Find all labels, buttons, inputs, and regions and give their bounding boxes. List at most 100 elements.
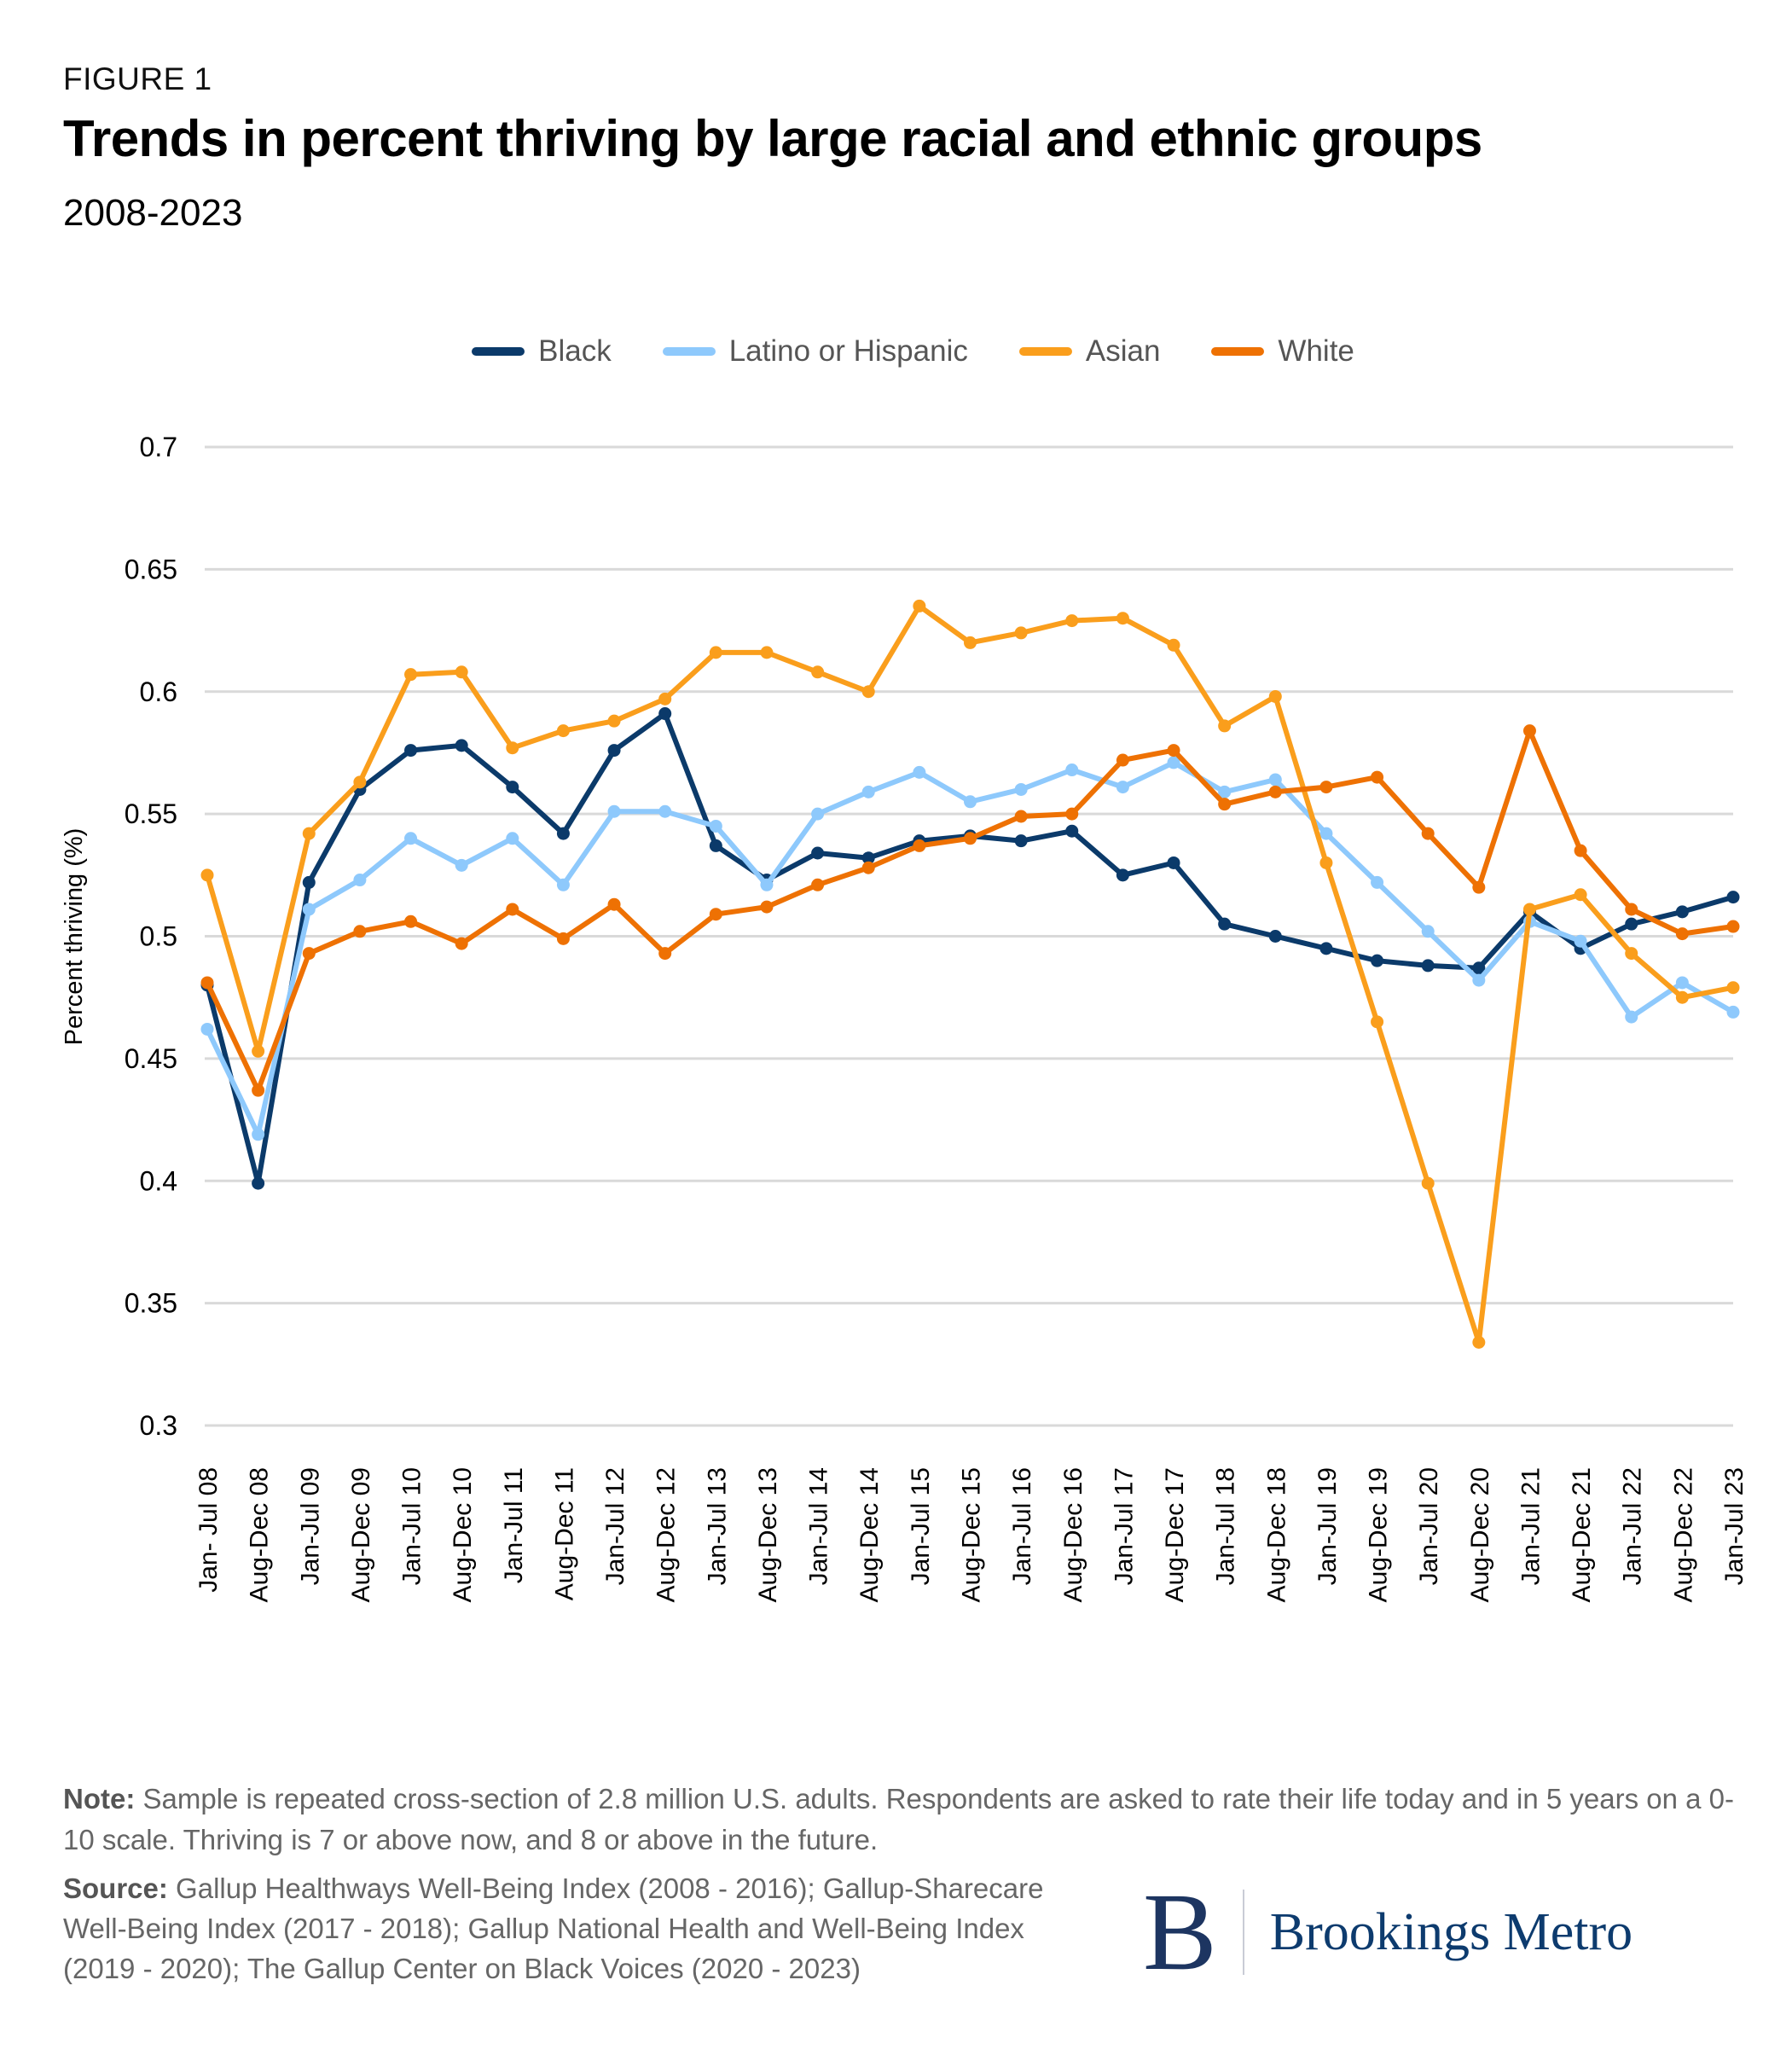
line-chart: 0.7 0.65 0.6 0.55 0.5 0.45 0.4 0.35 0.3 Jan- Jul… <box>61 432 1749 1602</box>
x-tick-label: Aug-Dec 15 <box>958 1467 986 1602</box>
data-point-black <box>1167 856 1180 869</box>
data-point-latino-or-hispanic <box>455 858 468 872</box>
data-point-latino-or-hispanic <box>913 765 926 779</box>
x-tick-label: Jan-Jul 14 <box>805 1467 833 1585</box>
y-tick-label: 0.3 <box>140 1410 177 1441</box>
data-point-black <box>1116 868 1129 882</box>
legend-item-latino: Latino or Hispanic <box>662 334 968 369</box>
data-point-black <box>1371 954 1384 967</box>
data-point-latino-or-hispanic <box>1675 976 1689 990</box>
data-point-black <box>1014 834 1028 848</box>
data-point-black <box>1268 930 1282 943</box>
series-lines <box>200 599 1740 1350</box>
data-point-latino-or-hispanic <box>861 785 875 798</box>
data-point-white <box>1625 903 1638 916</box>
data-point-asian <box>252 1044 265 1058</box>
data-point-asian <box>1421 1176 1435 1190</box>
y-tick-label: 0.35 <box>125 1288 177 1319</box>
data-point-white <box>709 908 722 921</box>
series-latino-or-hispanic <box>200 756 1740 1141</box>
legend-item-white: White <box>1211 334 1354 369</box>
x-tick-label: Jan-Jul 11 <box>500 1467 528 1583</box>
data-point-asian <box>1319 856 1333 869</box>
logo-divider <box>1242 1890 1244 1975</box>
data-point-black <box>709 839 722 852</box>
x-tick-label: Aug-Dec 16 <box>1059 1467 1087 1602</box>
data-point-asian <box>964 636 977 649</box>
y-tick-label: 0.65 <box>125 554 177 584</box>
data-point-asian <box>1726 981 1740 995</box>
data-point-asian <box>404 668 418 682</box>
x-tick-label: Jan-Jul 18 <box>1212 1467 1240 1585</box>
x-tick-label: Jan-Jul 19 <box>1314 1467 1342 1585</box>
legend-item-asian: Asian <box>1018 334 1160 369</box>
x-tick-label: Aug-Dec 17 <box>1161 1467 1189 1602</box>
data-point-asian <box>709 646 722 659</box>
y-tick-label: 0.45 <box>125 1043 177 1074</box>
data-point-latino-or-hispanic <box>1014 782 1028 796</box>
series-asian <box>200 599 1740 1350</box>
data-point-asian <box>455 665 468 679</box>
gridlines <box>205 445 1733 1427</box>
data-point-white <box>760 900 774 914</box>
x-tick-label: Jan- Jul 08 <box>194 1467 223 1593</box>
legend-swatch-black <box>472 347 525 356</box>
x-tick-label: Jan-Jul 23 <box>1720 1467 1749 1585</box>
data-point-asian <box>658 692 672 705</box>
data-point-black <box>1675 905 1689 919</box>
data-point-white <box>506 903 519 916</box>
x-tick-label: Aug-Dec 18 <box>1262 1467 1290 1602</box>
data-point-asian <box>506 741 519 755</box>
logo-text: Brookings Metro <box>1269 1902 1633 1961</box>
x-tick-label: Jan-Jul 12 <box>601 1467 629 1585</box>
legend-label-white: White <box>1278 334 1354 368</box>
x-tick-label: Jan-Jul 22 <box>1619 1467 1647 1585</box>
data-point-black <box>455 739 468 752</box>
data-point-asian <box>1167 638 1180 652</box>
data-point-white <box>1218 798 1232 811</box>
data-point-asian <box>1522 903 1536 916</box>
x-tick-label: Jan-Jul 13 <box>703 1467 731 1585</box>
x-tick-label: Aug-Dec 20 <box>1466 1467 1494 1602</box>
legend: Black Latino or Hispanic Asian White <box>0 334 1792 369</box>
data-point-white <box>1319 781 1333 794</box>
data-point-white <box>1167 744 1180 758</box>
data-point-white <box>1371 770 1384 784</box>
logo-mark: B <box>1143 1871 1217 1994</box>
data-point-latino-or-hispanic <box>1421 925 1435 938</box>
series-line-white <box>205 728 1734 1094</box>
data-point-white <box>1421 827 1435 840</box>
x-tick-label: Jan-Jul 16 <box>1008 1467 1036 1585</box>
data-point-white <box>913 839 926 852</box>
data-point-white <box>1065 807 1079 821</box>
series-line-latino-or-hispanic <box>205 759 1735 1137</box>
series-line-asian <box>205 603 1734 1345</box>
source-text: Gallup Healthways Well-Being Index (2008… <box>63 1872 1044 1984</box>
data-point-black <box>556 827 570 840</box>
data-point-latino-or-hispanic <box>1218 785 1232 798</box>
x-tick-label: Aug-Dec 19 <box>1365 1467 1393 1602</box>
data-point-latino-or-hispanic <box>1167 756 1180 769</box>
legend-label-black: Black <box>538 334 612 368</box>
data-point-latino-or-hispanic <box>404 832 418 845</box>
data-point-white <box>556 932 570 945</box>
x-tick-label: Jan-Jul 10 <box>398 1467 426 1585</box>
data-point-black <box>1726 891 1740 904</box>
data-point-asian <box>302 827 316 840</box>
data-point-latino-or-hispanic <box>353 874 367 887</box>
x-tick-label: Jan-Jul 09 <box>296 1467 324 1585</box>
x-tick-label: Aug-Dec 13 <box>754 1467 782 1602</box>
legend-swatch-latino <box>662 347 716 356</box>
chart-title: Trends in percent thriving by large raci… <box>63 110 1482 167</box>
source-label: Source: <box>63 1872 168 1904</box>
data-point-white <box>1675 927 1689 941</box>
y-tick-label: 0.7 <box>140 432 177 462</box>
data-point-black <box>1625 917 1638 931</box>
data-point-asian <box>1625 947 1638 961</box>
x-axis-ticks: Jan- Jul 08 Aug-Dec 08 Jan-Jul 09 Aug-Dec 0… <box>194 1467 1749 1602</box>
data-point-white <box>1522 724 1536 738</box>
y-axis-ticks: 0.7 0.65 0.6 0.55 0.5 0.45 0.4 0.35 0.3 <box>125 432 177 1441</box>
data-point-asian <box>1371 1015 1384 1029</box>
data-point-white <box>455 937 468 950</box>
y-tick-label: 0.6 <box>140 676 177 707</box>
